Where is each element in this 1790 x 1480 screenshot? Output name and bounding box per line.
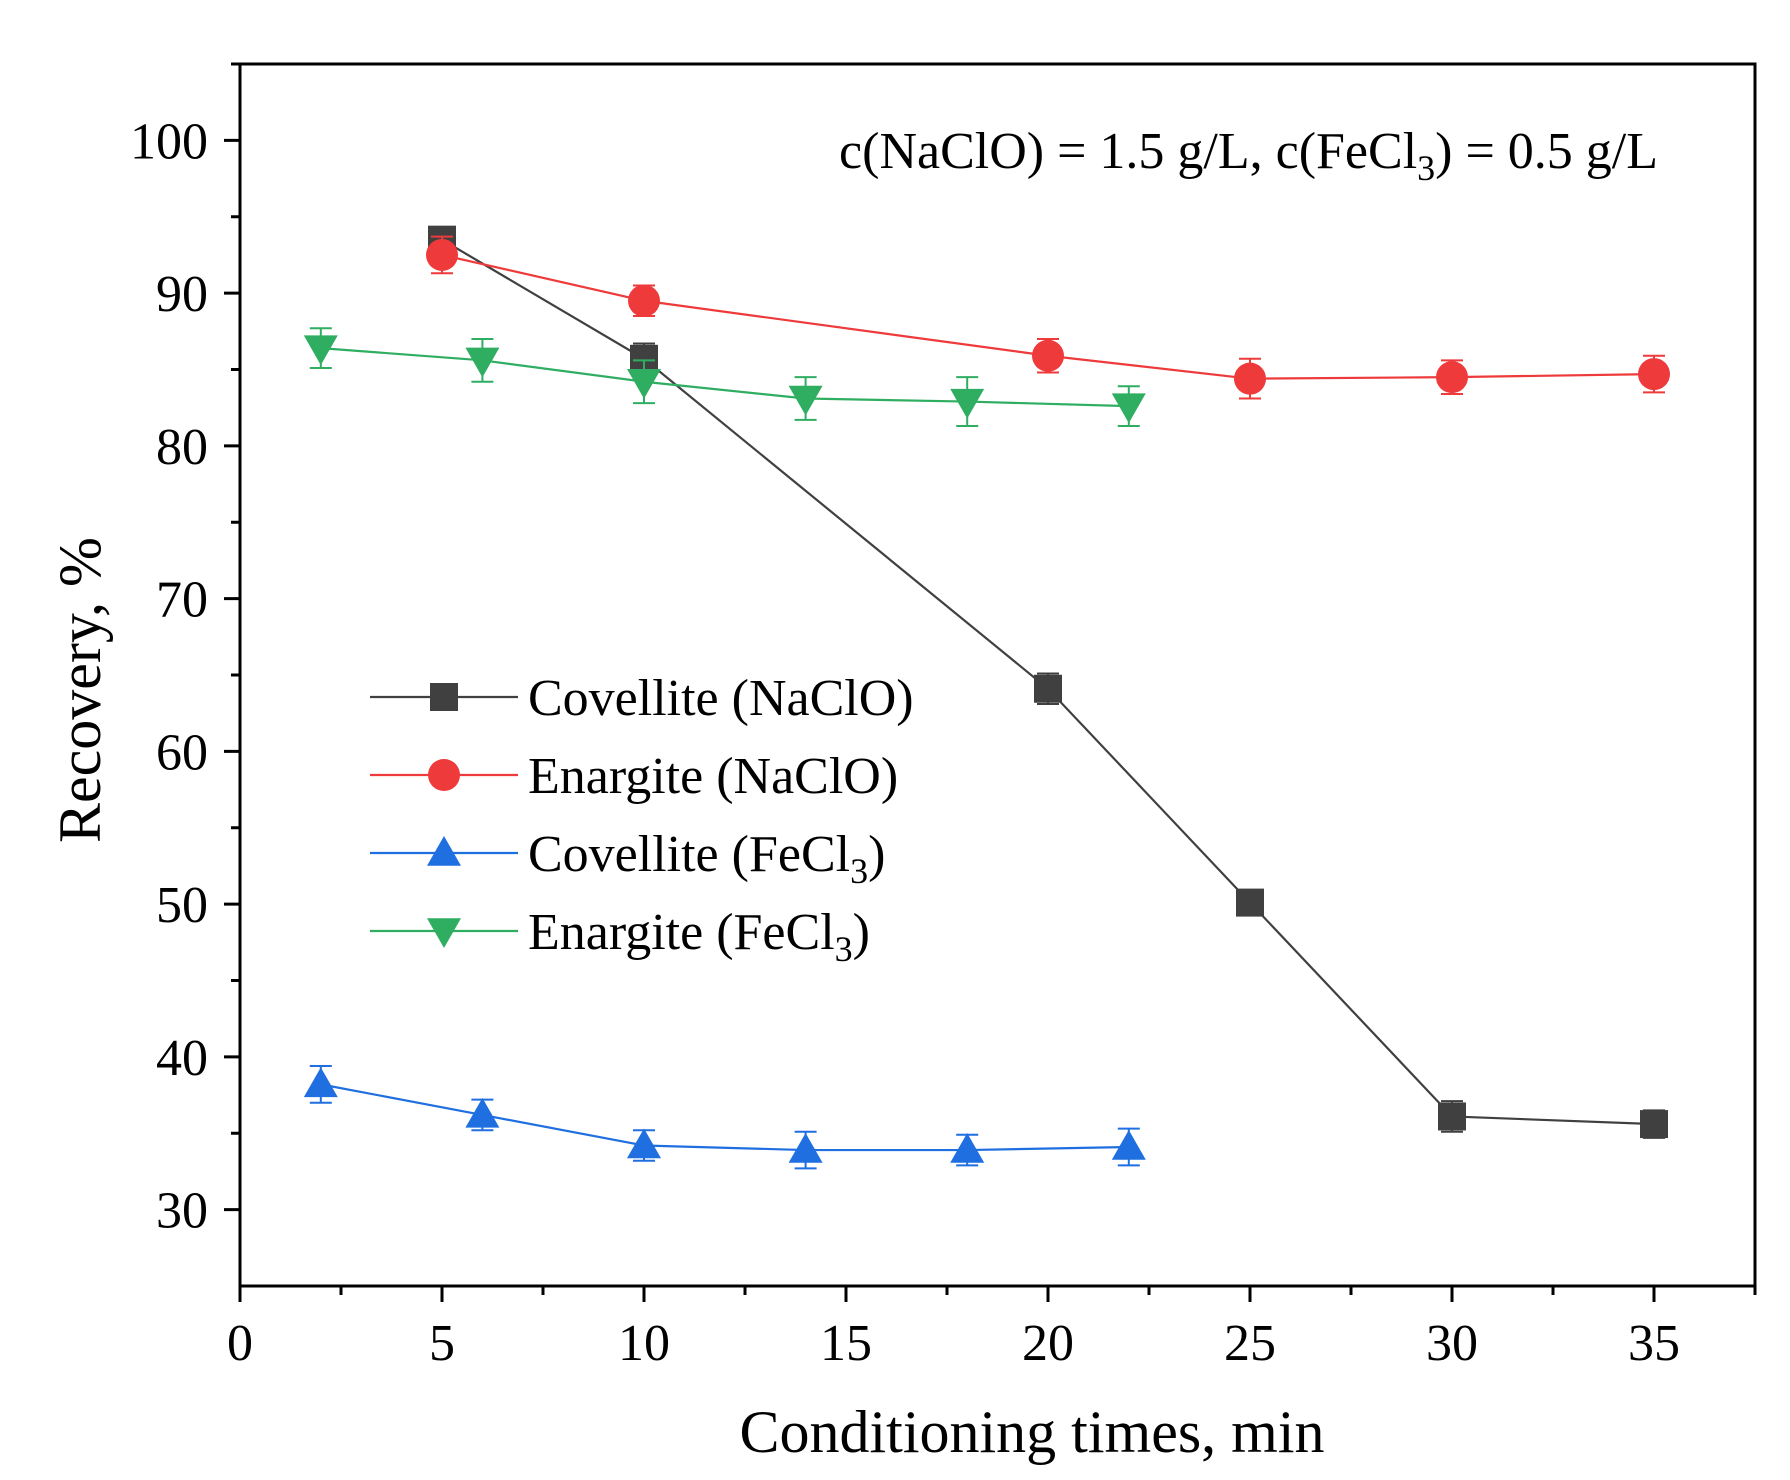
data-point [1034,674,1062,703]
data-point [1032,339,1064,372]
legend-label-main: Covellite (FeCl [528,826,850,883]
x-axis-label: Conditioning times, min [739,1399,1324,1465]
legend: Covellite (NaClO) Enargite (NaClO) Covelli… [370,670,914,969]
series-line [441,253,1655,380]
data-point [950,1133,985,1163]
y-tick-label: 40 [156,1030,208,1087]
legend-marker [428,759,460,791]
legend-marker [430,683,458,711]
axes: 0 5 10 15 20 25 30 35 30 40 50 60 70 80 90 100 [130,62,1757,1372]
data-point [303,1067,338,1098]
x-tick-label: 5 [429,1315,455,1372]
series-2 [303,1065,1146,1170]
series-line [320,1083,1129,1152]
data-point [1111,393,1146,424]
data-point [788,385,823,416]
data-point [426,238,458,271]
legend-label-main: Enargite (NaClO) [528,748,898,805]
x-tick-label: 15 [820,1315,872,1372]
x-tick-label: 35 [1628,1315,1680,1372]
legend-label: Enargite (NaClO) [528,748,898,805]
x-tick-label: 30 [1426,1315,1478,1372]
series-3 [303,327,1146,428]
data-point [1436,361,1468,394]
legend-item-3: Enargite (FeCl3) [370,904,870,969]
legend-label-tail: ) [853,904,870,961]
y-tick-label: 90 [156,266,208,323]
y-tick-label: 50 [156,877,208,934]
legend-marker [427,836,461,866]
legend-label: Enargite (FeCl3) [528,904,870,969]
legend-label-sub: 3 [850,851,868,891]
x-tick-label: 25 [1224,1315,1276,1372]
legend-item-1: Enargite (NaClO) [370,748,898,805]
legend-marker [427,918,461,948]
plot-area [238,62,1757,1288]
data-point [1234,362,1266,395]
y-tick-label: 30 [156,1183,208,1240]
series-1 [426,235,1670,400]
y-axis-label: Recovery, % [47,537,113,843]
data-point [628,284,660,317]
data-point [1640,1110,1668,1139]
x-tick-label: 0 [227,1315,253,1372]
x-tick-label: 10 [618,1315,670,1372]
legend-label: Covellite (NaClO) [528,670,914,727]
series-layer [303,225,1670,1170]
data-point [627,368,661,399]
legend-label-tail: ) [868,826,885,883]
data-point [1438,1102,1466,1131]
legend-label-main: Covellite (NaClO) [528,670,914,727]
data-point [465,1097,500,1128]
x-tick-label: 20 [1022,1315,1074,1372]
legend-item-2: Covellite (FeCl3) [370,826,885,891]
data-point [950,388,985,419]
data-point [1638,358,1670,391]
data-point [627,1128,661,1159]
legend-item-0: Covellite (NaClO) [370,670,914,727]
legend-label: Covellite (FeCl3) [528,826,885,891]
data-point [1111,1129,1146,1160]
y-tick-label: 60 [156,724,208,781]
legend-label-sub: 3 [835,929,853,969]
data-point [465,347,500,378]
y-tick-label: 70 [156,572,208,629]
series-line [441,238,1655,1126]
data-point [788,1133,823,1163]
legend-label-main: Enargite (FeCl [528,904,835,961]
y-tick-label: 100 [130,113,208,170]
data-point [303,335,338,366]
chart-annotation: c(NaClO) = 1.5 g/L, c(FeCl3) = 0.5 g/L [839,123,1658,188]
series-line [320,347,1129,408]
data-point [1236,888,1264,917]
y-tick-label: 80 [156,419,208,476]
